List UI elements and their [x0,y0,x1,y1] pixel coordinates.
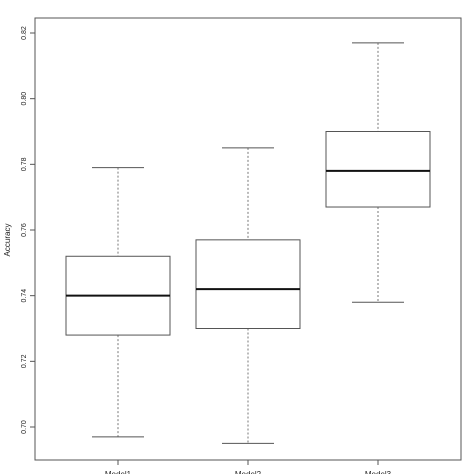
y-tick-label: 0.74 [21,289,28,303]
box-model3 [325,42,431,303]
x-tick-label: Model3 [365,470,392,474]
x-tick-label: Model1 [105,470,132,474]
y-tick-label: 0.82 [21,26,28,40]
iqr-box [325,131,431,208]
y-tick-label: 0.78 [21,157,28,171]
y-axis: 0.70 0.72 0.74 0.76 0.78 0.80 0.82 [21,26,35,434]
y-tick-label: 0.72 [21,354,28,368]
y-tick-label: 0.70 [21,420,28,434]
x-tick-label: Model2 [235,470,262,474]
box-model1 [65,167,171,438]
box-series [65,42,431,444]
box-model2 [195,147,301,444]
y-axis-label: Accuracy [3,224,12,257]
y-tick-label: 0.80 [21,92,28,106]
y-tick-label: 0.76 [21,223,28,237]
iqr-box [195,239,301,330]
x-axis: Model1 Model2 Model3 [105,460,392,474]
